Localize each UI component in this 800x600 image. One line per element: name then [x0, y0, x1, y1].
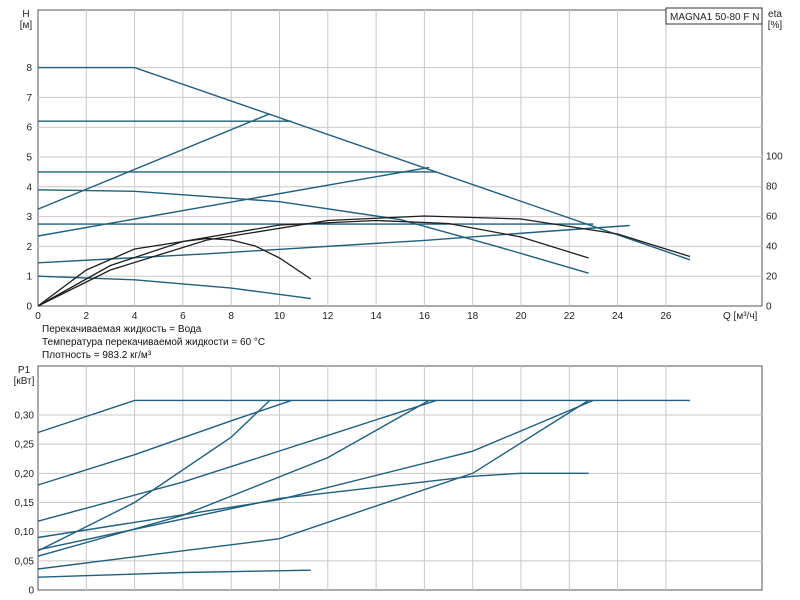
power-y-axis-unit: [кВт] — [14, 376, 35, 387]
head-curve-line — [37, 166, 430, 237]
power-plot-frame — [37, 365, 763, 591]
head-x-tick-label: 26 — [660, 311, 672, 322]
power-curve-line — [37, 399, 437, 522]
eta-y-tick-label: 20 — [766, 272, 778, 283]
eta-y-axis-unit: [%] — [768, 20, 783, 31]
head-x-tick-label: 20 — [515, 311, 527, 322]
power-curve-line — [37, 399, 271, 552]
head-x-tick-label: 0 — [35, 311, 41, 322]
head-y-tick-label: 4 — [26, 182, 32, 193]
head-x-tick-label: 18 — [467, 311, 479, 322]
power-curve-line — [37, 399, 589, 570]
model-label: MAGNA1 50-80 F N — [670, 12, 759, 23]
head-y-tick-label: 8 — [26, 63, 32, 74]
eta-y-tick-label: 0 — [766, 302, 772, 313]
power-y-tick-label: 0,30 — [15, 411, 35, 422]
power-y-tick-label: 0,15 — [15, 498, 35, 509]
head-curve-line — [37, 189, 589, 274]
power-curve-line — [37, 472, 589, 551]
head-plot-frame — [37, 9, 763, 307]
eta-y-tick-label: 40 — [766, 242, 778, 253]
head-x-tick-label: 24 — [612, 311, 624, 322]
head-y-tick-label: 2 — [26, 242, 32, 253]
model-label-box — [665, 7, 763, 25]
power-curve-line — [37, 399, 594, 539]
fluid-note: Температура перекачиваемой жидкости = 60… — [42, 337, 265, 348]
power-curve-line — [37, 399, 430, 557]
eta-curve-line — [37, 219, 589, 307]
eta-curve-line — [37, 237, 312, 307]
head-y-axis-unit: [м] — [20, 20, 33, 31]
head-y-tick-label: 1 — [26, 272, 32, 283]
head-y-tick-label: 7 — [26, 93, 32, 104]
head-x-tick-label: 22 — [564, 311, 576, 322]
power-y-tick-label: 0 — [28, 586, 34, 597]
eta-y-tick-label: 60 — [766, 212, 778, 223]
head-x-tick-label: 6 — [180, 311, 186, 322]
head-curve-line — [37, 113, 271, 210]
head-curve-line — [37, 275, 311, 300]
eta-y-tick-label: 80 — [766, 182, 778, 193]
head-x-tick-label: 4 — [132, 311, 138, 322]
head-x-tick-label: 2 — [84, 311, 90, 322]
fluid-note: Перекачиваемая жидкость = Вода — [42, 324, 202, 335]
head-y-axis-title: H — [22, 9, 29, 20]
power-y-tick-label: 0,05 — [15, 556, 35, 567]
head-x-tick-label: 16 — [419, 311, 431, 322]
eta-y-axis-title: eta — [768, 9, 782, 20]
fluid-note: Плотность = 983.2 кг/м³ — [42, 350, 152, 361]
power-curve-line — [37, 569, 311, 578]
head-x-tick-label: 10 — [274, 311, 286, 322]
power-y-tick-label: 0,25 — [15, 440, 35, 451]
power-y-tick-label: 0,10 — [15, 527, 35, 538]
power-y-tick-label: 0,20 — [15, 469, 35, 480]
head-y-tick-label: 5 — [26, 153, 32, 164]
head-x-tick-label: 12 — [322, 311, 334, 322]
power-curve-line — [37, 399, 690, 434]
head-x-axis-title: Q [м³/ч] — [723, 311, 758, 322]
head-x-tick-label: 8 — [228, 311, 234, 322]
head-y-tick-label: 6 — [26, 123, 32, 134]
eta-y-tick-label: 100 — [766, 152, 783, 163]
head-chart-panel: 0 2 4 6 8 10 12 14 16 18 20 22 24 2601234567802040608… — [20, 7, 783, 361]
power-chart-panel: 0 0,05 0,10 0,15 0,20 0,25 0,30 P1[кВт] — [14, 365, 763, 597]
head-y-tick-label: 3 — [26, 212, 32, 223]
power-curve-line — [37, 399, 292, 486]
power-y-axis-title: P1 — [18, 365, 31, 376]
head-y-tick-label: 0 — [26, 302, 32, 313]
head-x-tick-label: 14 — [371, 311, 383, 322]
eta-curve-line — [37, 215, 691, 307]
head-curve-line — [38, 66, 691, 261]
head-curve-line — [37, 224, 630, 264]
